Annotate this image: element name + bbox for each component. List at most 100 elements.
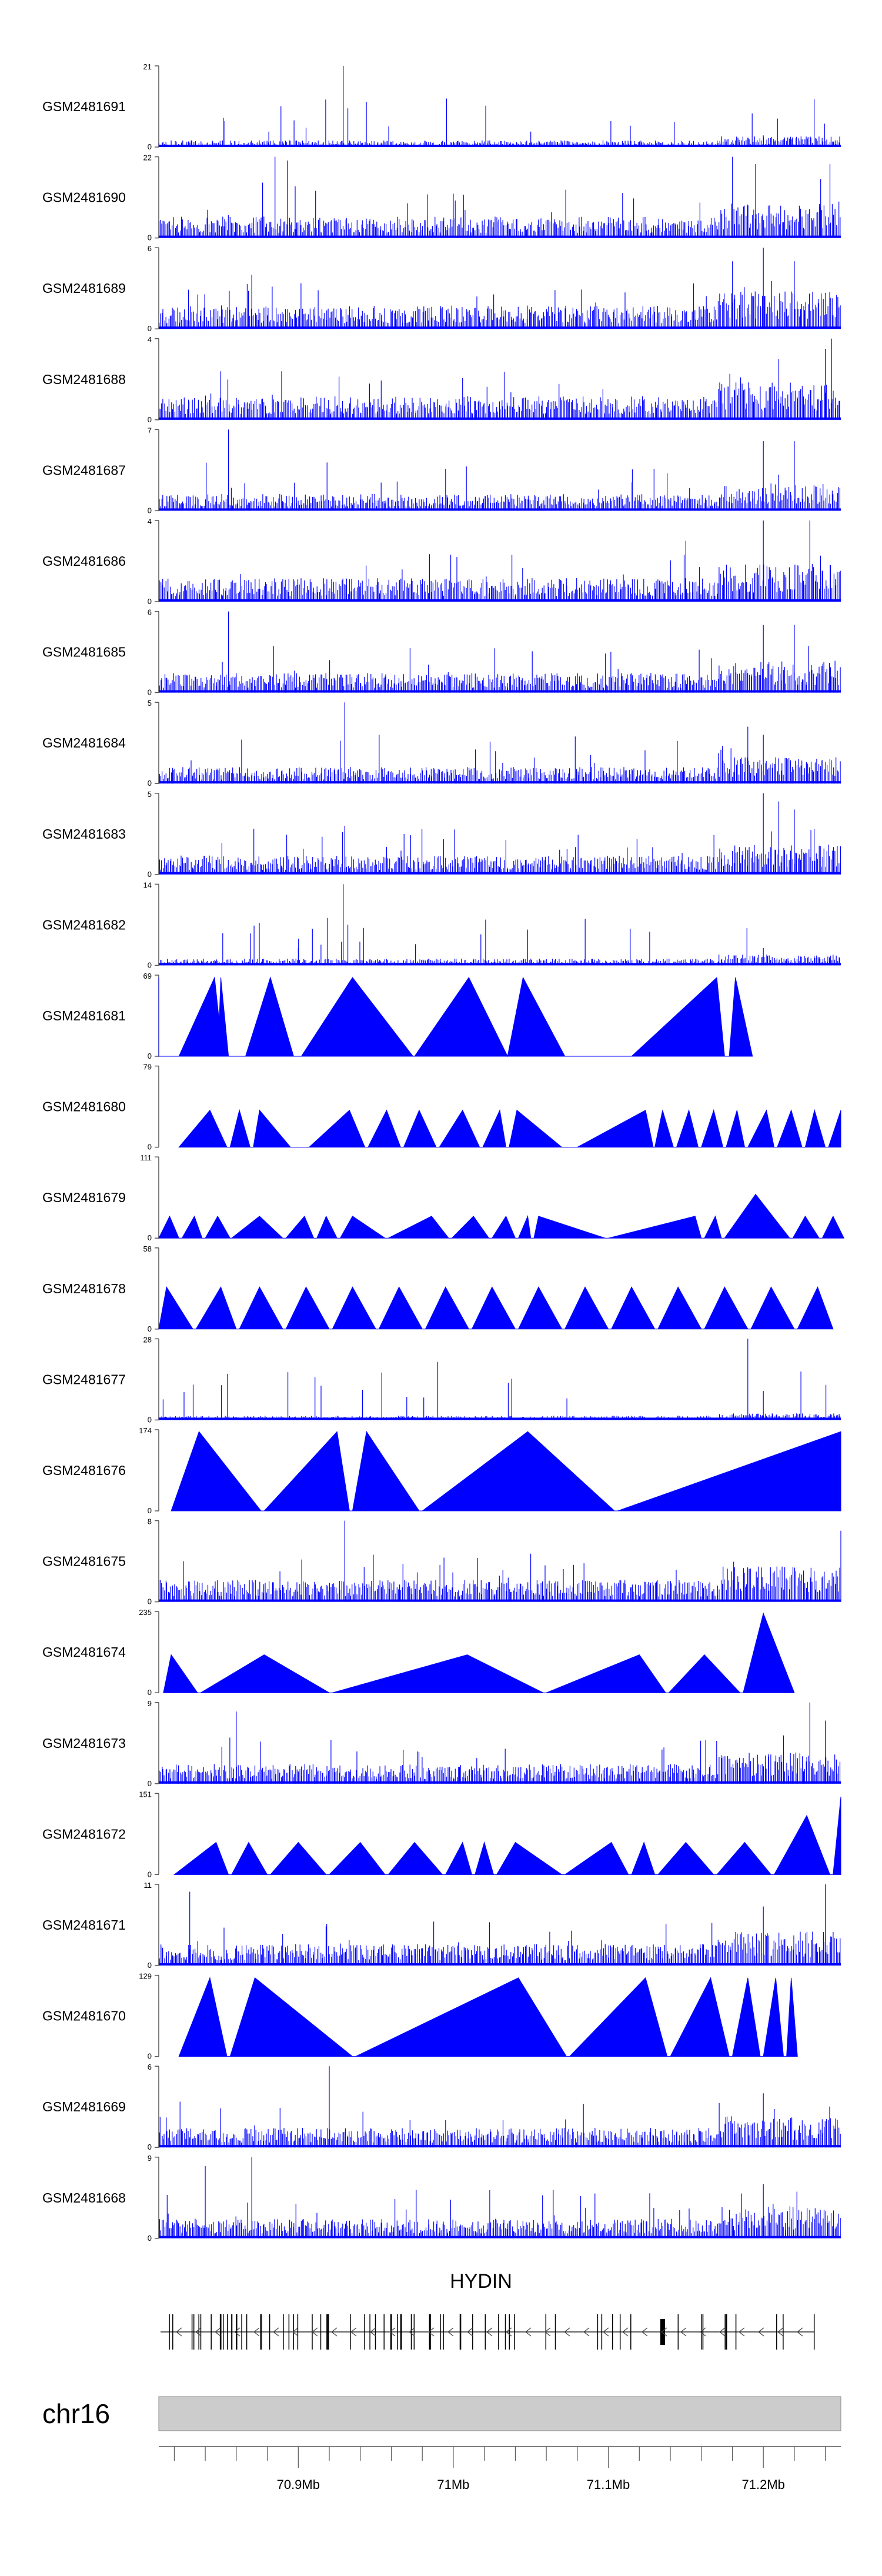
y-axis: 69 0 [143, 972, 159, 1060]
track-name: GSM2481691 [42, 99, 126, 114]
strand-arrows [176, 2327, 803, 2337]
track-name: GSM2481675 [42, 1554, 126, 1569]
track-name: GSM2481688 [42, 372, 126, 387]
gene-exon-block [660, 2319, 665, 2345]
coverage-area [158, 976, 753, 1057]
track-GSM2481690: GSM2481690 22 0 [42, 154, 841, 242]
track-name: GSM2481672 [42, 1826, 126, 1841]
track-GSM2481671: GSM2481671 11 0 [42, 1881, 841, 1970]
coverage-bars [159, 429, 840, 511]
track-name: GSM2481685 [42, 645, 126, 660]
y-zero-label: 0 [148, 1233, 152, 1242]
y-axis: 40 [148, 517, 159, 606]
y-max-label: 129 [139, 1972, 152, 1981]
y-zero-label: 0 [148, 779, 152, 788]
y-axis: 28 0 [143, 1335, 159, 1424]
track-name: GSM2481680 [42, 1099, 126, 1115]
y-axis: 50 [148, 699, 159, 788]
y-max-label: 151 [139, 1790, 152, 1798]
coverage-baseline [159, 1781, 841, 1784]
chromosome-ideogram [158, 2396, 841, 2431]
track-name: GSM2481682 [42, 917, 126, 932]
y-zero-label: 0 [148, 1415, 152, 1424]
y-axis: 111 0 [140, 1153, 159, 1242]
coverage-baseline [159, 872, 841, 875]
y-zero-label: 0 [148, 506, 152, 515]
data-tracks: GSM2481691210GSM2481690220GSM248168960GS… [42, 62, 845, 2243]
y-axis: 21 0 [143, 62, 159, 151]
y-zero-label: 0 [148, 597, 152, 606]
coverage-baseline [159, 1963, 841, 1966]
y-max-label: 4 [148, 335, 152, 344]
track-name: GSM2481668 [42, 2190, 126, 2205]
y-axis: 14 0 [143, 880, 159, 969]
y-max-label: 58 [143, 1244, 152, 1253]
y-axis: 50 [148, 790, 159, 879]
coverage-baseline [159, 235, 841, 238]
y-zero-label: 0 [148, 960, 152, 969]
track-GSM2481691: GSM2481691 21 0 [42, 62, 841, 151]
y-max-label: 9 [148, 1699, 152, 1708]
coverage-baseline [159, 2235, 841, 2238]
y-zero-label: 0 [148, 1779, 152, 1788]
coverage-bars [158, 1339, 841, 1420]
coverage-baseline [159, 326, 841, 329]
track-GSM2481685: GSM2481685 6 0 [42, 608, 841, 697]
y-zero-label: 0 [148, 688, 152, 697]
coverage-bars [158, 66, 840, 147]
y-max-label: 6 [148, 2063, 152, 2071]
track-name: GSM2481674 [42, 1644, 126, 1660]
y-zero-label: 0 [148, 1324, 152, 1333]
track-name: GSM2481670 [42, 2008, 126, 2024]
y-zero-label: 0 [148, 1597, 152, 1606]
track-name: GSM2481687 [42, 462, 126, 478]
y-zero-label: 0 [148, 2143, 152, 2151]
coverage-baseline [159, 417, 841, 420]
y-axis: 90 [148, 2154, 159, 2243]
y-max-label: 6 [148, 608, 152, 617]
track-GSM2481670: GSM2481670 129 0 [42, 1972, 798, 2061]
y-axis: 58 0 [143, 1244, 159, 1333]
y-axis: 90 [148, 1699, 159, 1788]
y-max-label: 21 [143, 62, 152, 71]
coverage-area [158, 1286, 834, 1330]
coverage-baseline [159, 781, 841, 784]
coverage-baseline [159, 690, 841, 693]
track-GSM2481674: GSM2481674 235 0 [42, 1608, 795, 1697]
y-zero-label: 0 [148, 1961, 152, 1970]
y-axis: 60 [148, 244, 159, 333]
track-GSM2481680: GSM2481680 79 0 [42, 1063, 841, 1152]
track-GSM2481679: GSM2481679 111 0 [42, 1153, 845, 1242]
track-name: GSM2481677 [42, 1372, 126, 1387]
track-name: GSM2481690 [42, 190, 126, 205]
coverage-baseline [159, 963, 841, 966]
coverage-area [158, 1193, 845, 1239]
y-axis: 129 0 [139, 1972, 159, 2061]
tick-label: 71.1Mb [587, 2477, 630, 2492]
coverage-baseline [159, 1599, 841, 1602]
y-zero-label: 0 [148, 233, 152, 242]
coverage-bars [159, 2157, 841, 2238]
y-zero-label: 0 [148, 870, 152, 879]
y-max-label: 111 [140, 1153, 152, 1162]
y-max-label: 5 [148, 699, 152, 708]
y-zero-label: 0 [148, 1143, 152, 1152]
coverage-baseline [159, 599, 841, 602]
coverage-baseline [159, 1417, 841, 1420]
y-axis: 235 0 [139, 1608, 159, 1697]
y-zero-label: 0 [148, 2052, 152, 2061]
chromosome-label: chr16 [42, 2398, 110, 2429]
y-max-label: 22 [143, 154, 152, 162]
gene-exons [169, 2314, 815, 2350]
track-name: GSM2481681 [42, 1008, 126, 1023]
